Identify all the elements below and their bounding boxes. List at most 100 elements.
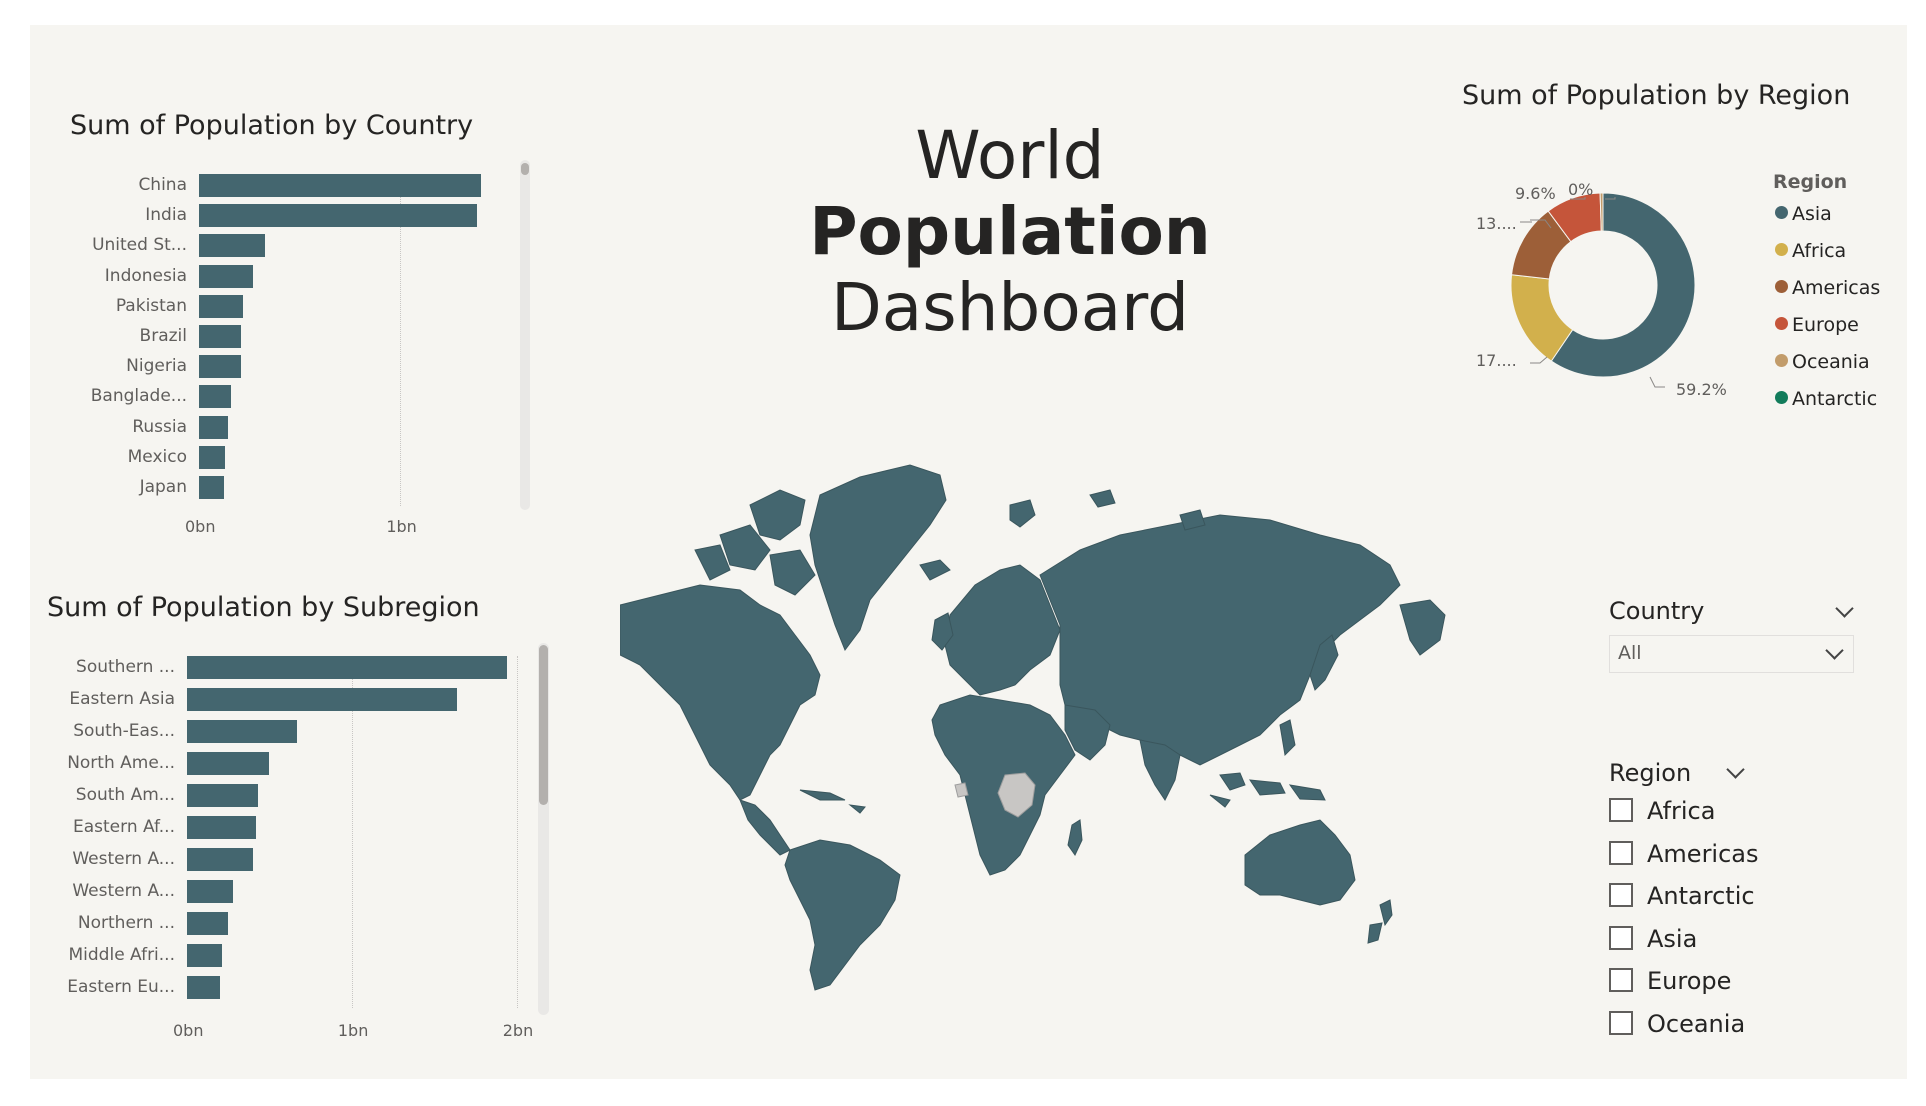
- region-option-asia[interactable]: Asia: [1609, 925, 1697, 953]
- bar[interactable]: [187, 752, 270, 775]
- bar[interactable]: [199, 476, 225, 499]
- donut-slice-oceania[interactable]: [1599, 192, 1604, 232]
- axis-tick-label: 0bn: [173, 1021, 204, 1040]
- donut-slice-asia[interactable]: [1550, 192, 1696, 378]
- category-label: South-Eas...: [73, 721, 175, 741]
- category-label: South Am...: [75, 785, 175, 805]
- bar[interactable]: [199, 325, 242, 348]
- category-label: Mexico: [127, 446, 187, 467]
- region-option-antarctic[interactable]: Antarctic: [1609, 882, 1755, 910]
- legend-item-oceania[interactable]: Oceania: [1775, 351, 1870, 373]
- category-label: Indonesia: [104, 265, 187, 286]
- checkbox[interactable]: [1609, 968, 1633, 992]
- dashboard-title: World Population Dashboard: [760, 118, 1260, 346]
- map-region-uk: [919, 559, 954, 651]
- legend-item-europe[interactable]: Europe: [1775, 314, 1859, 336]
- map-region-south-america: [784, 839, 901, 991]
- axis-tick-label: 1bn: [337, 1021, 369, 1040]
- bar[interactable]: [199, 355, 242, 379]
- checkbox[interactable]: [1609, 798, 1633, 822]
- category-label: Nigeria: [126, 356, 187, 377]
- bar[interactable]: [187, 816, 257, 839]
- legend-label: Europe: [1792, 314, 1859, 336]
- bar[interactable]: [199, 294, 244, 318]
- map-region-india: [1139, 739, 1181, 801]
- subregion-chart-scroll-thumb[interactable]: [539, 645, 548, 805]
- map-region-greenland: [809, 464, 947, 652]
- legend-item-africa[interactable]: Africa: [1775, 240, 1846, 262]
- bar[interactable]: [199, 385, 232, 409]
- bar[interactable]: [199, 264, 254, 288]
- region-option-europe[interactable]: Europe: [1609, 967, 1731, 995]
- checkbox[interactable]: [1609, 840, 1633, 865]
- bar[interactable]: [199, 415, 229, 439]
- region-donut-chart[interactable]: [1508, 190, 1698, 380]
- map-region-japan: [1309, 634, 1339, 691]
- donut-leader-lines: [1520, 197, 1665, 388]
- gridline: [400, 174, 402, 507]
- bar[interactable]: [187, 912, 229, 935]
- legend-item-asia[interactable]: Asia: [1775, 203, 1832, 225]
- map-region-indonesia: [1209, 772, 1326, 808]
- region-option-label: Americas: [1647, 839, 1759, 868]
- map-region-no-data-small: [954, 782, 969, 798]
- region-option-africa[interactable]: Africa: [1609, 797, 1715, 825]
- region-option-label: Africa: [1647, 797, 1716, 825]
- map-region-australia: [1244, 819, 1356, 906]
- legend-item-americas[interactable]: Americas: [1775, 277, 1880, 299]
- map-region-new-zealand: [1367, 899, 1393, 944]
- dashboard-title-line3: Dashboard: [830, 269, 1190, 346]
- checkbox[interactable]: [1609, 925, 1633, 950]
- category-label: Western A...: [72, 881, 175, 901]
- bar[interactable]: [199, 445, 226, 469]
- category-label: Eastern Eu...: [67, 977, 175, 997]
- dashboard-title-line2: Population: [809, 193, 1211, 270]
- country-chart-scroll-thumb[interactable]: [521, 163, 529, 175]
- category-label: Banglade...: [90, 386, 187, 407]
- donut-label-americas: 13....: [1476, 214, 1517, 233]
- map-region-madagascar: [1067, 819, 1083, 856]
- bar[interactable]: [187, 656, 507, 679]
- country-dropdown[interactable]: All: [1609, 635, 1854, 673]
- map-region-arctic-islands: [694, 489, 816, 596]
- category-label: Middle Afri...: [68, 945, 176, 965]
- legend-label: Asia: [1792, 203, 1832, 225]
- legend-dot-icon: [1775, 243, 1788, 256]
- category-label: Eastern Asia: [69, 689, 175, 709]
- legend-dot-icon: [1775, 391, 1788, 404]
- category-label: North Ame...: [67, 753, 175, 773]
- region-slicer-title: Region: [1609, 759, 1692, 787]
- country-dropdown-value: All: [1618, 642, 1642, 664]
- checkbox[interactable]: [1609, 883, 1633, 907]
- world-map[interactable]: [620, 455, 1450, 995]
- country-chart-scrollbar[interactable]: [520, 160, 530, 510]
- legend-label: Oceania: [1792, 351, 1870, 373]
- category-label: Western A...: [72, 849, 175, 869]
- region-option-americas[interactable]: Americas: [1609, 840, 1759, 868]
- map-region-central-america: [739, 799, 791, 856]
- donut-label-asia: 59.2%: [1676, 380, 1727, 399]
- bar[interactable]: [199, 234, 266, 258]
- bar[interactable]: [187, 976, 220, 999]
- bar[interactable]: [187, 784, 258, 807]
- subregion-chart-scrollbar[interactable]: [538, 643, 549, 1015]
- region-option-label: Europe: [1647, 967, 1732, 995]
- map-region-arabia: [1064, 704, 1111, 761]
- legend-label: Americas: [1792, 277, 1881, 299]
- region-option-oceania[interactable]: Oceania: [1609, 1010, 1745, 1038]
- bar[interactable]: [187, 880, 234, 903]
- category-label: Japan: [139, 477, 187, 497]
- bar[interactable]: [187, 688, 458, 711]
- chevron-down-icon[interactable]: [1825, 641, 1844, 660]
- category-label: Pakistan: [115, 295, 187, 316]
- bar[interactable]: [187, 944, 222, 967]
- map-region-north-america: [620, 584, 821, 801]
- bar[interactable]: [199, 204, 477, 228]
- region-option-label: Antarctic: [1647, 882, 1755, 910]
- checkbox[interactable]: [1609, 1010, 1633, 1035]
- bar[interactable]: [187, 848, 253, 871]
- gridline: [351, 656, 353, 1008]
- bar[interactable]: [199, 174, 481, 197]
- legend-item-antarctic[interactable]: Antarctic: [1775, 388, 1877, 410]
- bar[interactable]: [187, 720, 298, 743]
